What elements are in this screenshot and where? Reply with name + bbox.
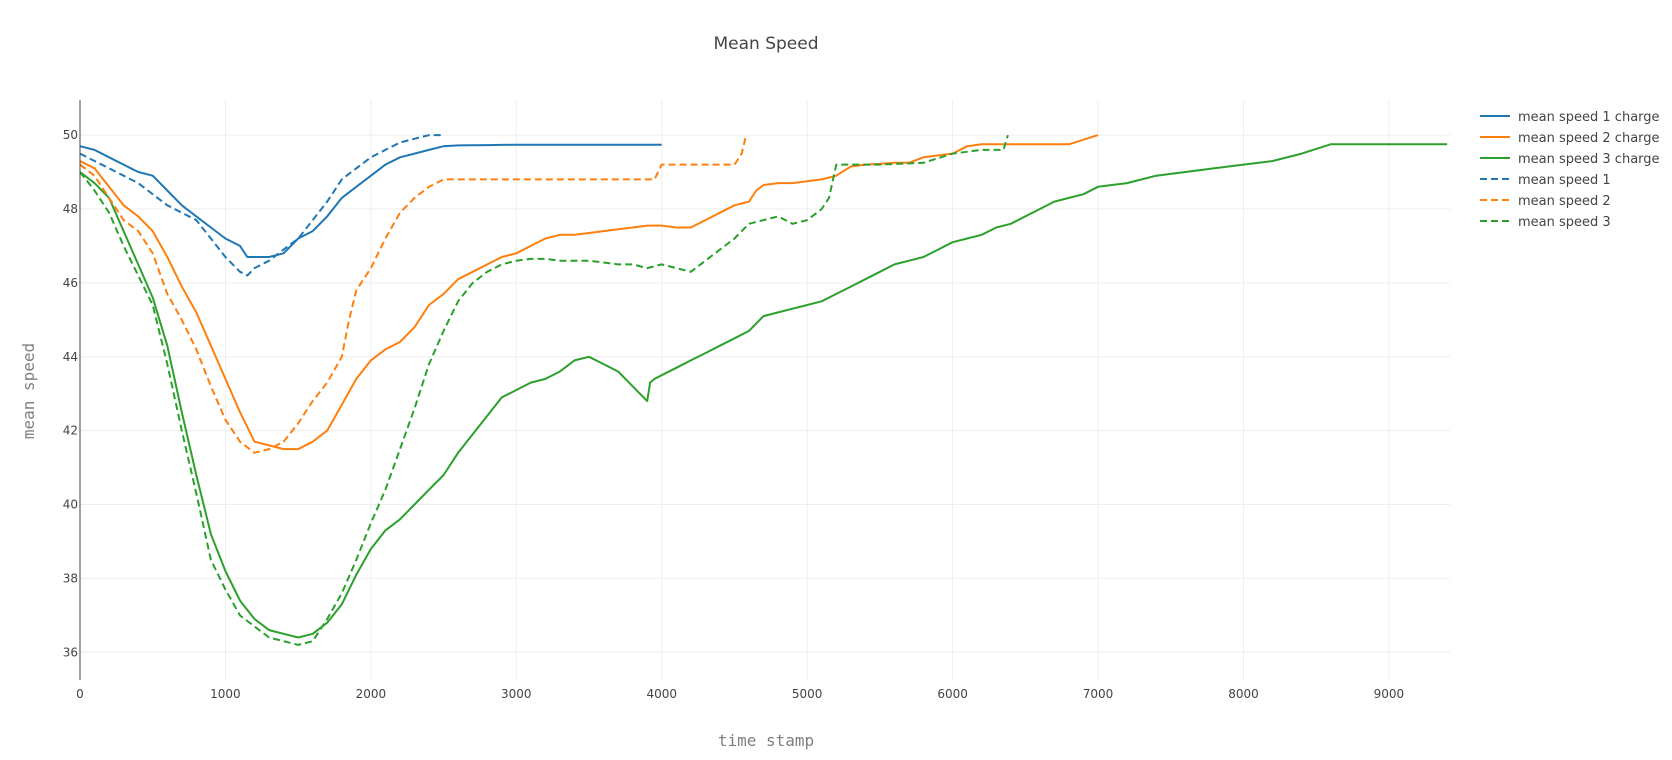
x-tick-label: 3000 (501, 687, 532, 701)
grid (80, 100, 1450, 680)
tick-labels: 0 1000 2000 3000 4000 5000 6000 7000 8000 9000 36 3… (63, 128, 1404, 701)
x-axis-title: time stamp (718, 731, 814, 750)
series-group (79, 134, 1448, 646)
series-line-mean-speed-3 (79, 134, 1009, 646)
x-tick-label: 9000 (1374, 687, 1405, 701)
x-tick-label: 4000 (646, 687, 677, 701)
chart-title: Mean Speed (713, 34, 818, 54)
series-line-mean-speed-3-charge (79, 143, 1448, 639)
x-tick-label: 8000 (1228, 687, 1259, 701)
series-line-mean-speed-1 (79, 134, 444, 277)
x-tick-label: 5000 (792, 687, 823, 701)
legend-item[interactable]: mean speed 2 (1480, 194, 1611, 209)
legend-label: mean speed 3 (1518, 215, 1611, 230)
y-tick-label: 40 (63, 498, 78, 512)
legend-label: mean speed 1 (1518, 173, 1611, 188)
legend[interactable]: mean speed 1 charge mean speed 2 charge me… (1480, 110, 1660, 230)
legend-item[interactable]: mean speed 1 charge (1480, 110, 1660, 125)
x-tick-label: 6000 (937, 687, 968, 701)
x-tick-label: 7000 (1083, 687, 1114, 701)
series-line-mean-speed-2 (79, 134, 748, 454)
y-tick-label: 46 (63, 276, 78, 290)
legend-item[interactable]: mean speed 3 charge (1480, 152, 1660, 167)
series-line-mean-speed-1-charge (79, 143, 662, 258)
legend-label: mean speed 1 charge (1518, 110, 1660, 125)
y-tick-label: 36 (63, 645, 78, 659)
y-tick-label: 38 (63, 571, 78, 585)
legend-label: mean speed 2 charge (1518, 131, 1660, 146)
legend-label: mean speed 3 charge (1518, 152, 1660, 167)
legend-item[interactable]: mean speed 2 charge (1480, 131, 1660, 146)
x-tick-label: 2000 (356, 687, 387, 701)
y-axis-title: mean speed (19, 343, 38, 439)
x-tick-label: 0 (76, 687, 84, 701)
y-tick-label: 48 (63, 202, 78, 216)
legend-item[interactable]: mean speed 3 (1480, 215, 1611, 230)
y-tick-label: 44 (63, 350, 78, 364)
x-tick-label: 1000 (210, 687, 241, 701)
legend-label: mean speed 2 (1518, 194, 1611, 209)
y-tick-label: 50 (63, 128, 78, 142)
y-tick-label: 42 (63, 424, 78, 438)
legend-item[interactable]: mean speed 1 (1480, 173, 1611, 188)
